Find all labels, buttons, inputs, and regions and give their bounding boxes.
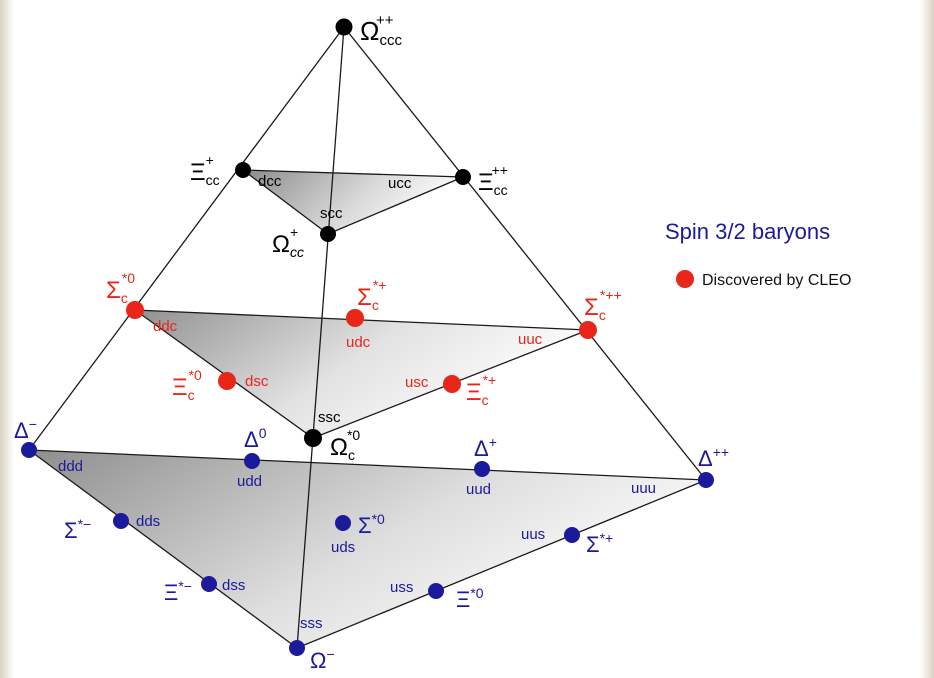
label-xi-c0: Ξc*0 — [172, 367, 202, 403]
edge-right — [343, 26, 707, 481]
layer-cc-plane — [243, 170, 463, 234]
label-sigma-plus: Σ*+ — [586, 530, 613, 557]
label-omega-minus: Ω− — [310, 646, 335, 673]
quark-dcc: dcc — [258, 173, 282, 190]
quark-ddd: ddd — [58, 458, 83, 475]
dot-xi-cc-plus — [235, 162, 251, 178]
dot-sigma-minus — [113, 513, 129, 529]
label-delta-pp: Δ++ — [698, 444, 729, 471]
quark-dss: dss — [222, 577, 245, 594]
quark-dsc: dsc — [245, 373, 269, 390]
quark-uds: uds — [331, 539, 355, 556]
dot-delta-pp — [698, 472, 714, 488]
label-sigma-zero: Σ*0 — [358, 511, 385, 538]
label-omega-ccc: Ωccc++ — [360, 12, 402, 49]
label-delta-zero: Δ0 — [244, 425, 267, 452]
layer-c-plane — [135, 310, 588, 438]
diagram-title: Spin 3/2 baryons — [665, 219, 830, 244]
quark-uss: uss — [390, 579, 413, 596]
dot-sigma-plus — [564, 527, 580, 543]
quark-uud: uud — [466, 481, 491, 498]
legend-marker — [676, 270, 694, 288]
dot-sigma-cpp — [579, 321, 597, 339]
quark-udc: udc — [346, 334, 371, 351]
dot-omega-ccc — [335, 18, 353, 36]
quark-usc: usc — [405, 374, 429, 391]
quark-sss: sss — [300, 615, 323, 632]
edge-center — [296, 26, 345, 649]
quark-dds: dds — [136, 513, 160, 530]
legend: Discovered by CLEO — [676, 270, 851, 289]
quark-uus: uus — [521, 526, 545, 543]
label-omega-cc: Ωcc+ — [272, 224, 304, 260]
label-sigma-cpp: Σc*++ — [584, 287, 622, 323]
dot-xi-cp — [443, 375, 461, 393]
label-sigma-minus: Σ*− — [64, 516, 91, 543]
quark-scc: scc — [320, 205, 343, 222]
particle-labels: Ωccc++ Ξcc+ Ξcc++ Ωcc+ Ωc*0 Σc*0 Σc*+ Σc… — [14, 12, 729, 673]
label-xi-cc-pp: Ξcc++ — [478, 162, 508, 198]
dot-sigma-zero — [335, 515, 351, 531]
layer-light-plane — [29, 450, 706, 648]
dot-sigma-c0 — [126, 301, 144, 319]
quark-labels: dcc ucc scc ddc udc uuc dsc usc ssc ddd … — [58, 173, 656, 632]
label-xi-cc-plus: Ξcc+ — [190, 152, 220, 188]
quark-uuc: uuc — [518, 331, 543, 348]
dot-omega-cc — [320, 226, 336, 242]
label-xi-zero: Ξ*0 — [456, 585, 484, 612]
label-xi-minus: Ξ*− — [164, 578, 192, 605]
label-sigma-cp: Σc*+ — [357, 277, 386, 313]
quark-ddc: ddc — [153, 318, 178, 335]
dot-delta-minus — [21, 442, 37, 458]
dot-sigma-cp — [346, 309, 364, 327]
dot-delta-zero — [244, 453, 260, 469]
quark-ucc: ucc — [388, 175, 412, 192]
legend-label: Discovered by CLEO — [702, 272, 851, 289]
quark-udd: udd — [237, 473, 262, 490]
dot-omega-c0 — [304, 429, 322, 447]
edge-cc-triangle — [242, 169, 464, 235]
dot-xi-c0 — [218, 372, 236, 390]
nodes — [21, 18, 714, 656]
label-omega-c0: Ωc*0 — [330, 427, 360, 463]
dot-xi-minus — [201, 576, 217, 592]
dot-xi-cc-pp — [455, 169, 471, 185]
edge-light-triangle — [28, 449, 707, 649]
dot-delta-plus — [474, 461, 490, 477]
dot-omega-minus — [289, 640, 305, 656]
quark-uuu: uuu — [631, 480, 656, 497]
label-delta-plus: Δ+ — [474, 434, 497, 461]
dot-xi-zero — [428, 583, 444, 599]
label-sigma-c0: Σc*0 — [106, 270, 135, 306]
edge-left — [28, 26, 345, 451]
label-xi-cp: Ξc*+ — [466, 372, 496, 408]
quark-ssc: ssc — [318, 409, 341, 426]
label-delta-minus: Δ− — [14, 416, 37, 443]
